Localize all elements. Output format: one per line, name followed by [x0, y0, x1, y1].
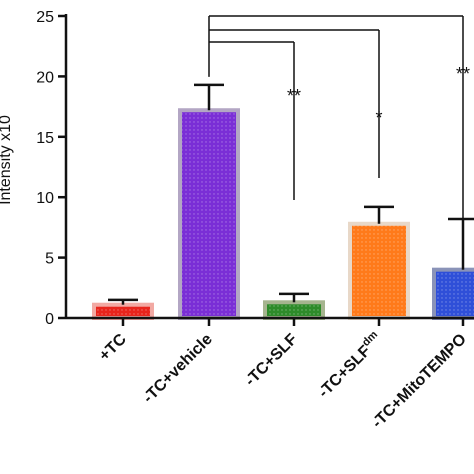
y-axis-label: Intensity x10 [0, 115, 14, 205]
y-tick-label-5: 25 [36, 9, 54, 26]
bar-0 [92, 302, 154, 321]
y-tick-label-4: 20 [36, 69, 54, 86]
bar-1 [178, 108, 240, 320]
category-superscript-3: dm [360, 329, 380, 349]
y-tick-label-1: 5 [45, 251, 54, 268]
y-tick-label-2: 10 [36, 190, 54, 207]
bar-2 [263, 300, 325, 320]
bar-4 [432, 267, 474, 320]
significance-label-0: ** [287, 86, 301, 106]
error-bars [108, 83, 474, 305]
bars [92, 108, 474, 321]
category-label-3: -TC+SLFdm [313, 329, 386, 402]
axes [58, 14, 474, 326]
significance-brackets: ***** [208, 15, 470, 218]
significance-label-1: * [375, 108, 382, 128]
bar-3 [348, 221, 410, 320]
category-label-2: -TC+SLF [242, 331, 301, 390]
y-tick-label-3: 15 [36, 130, 54, 147]
category-label-1: -TC+vehicle [140, 331, 216, 407]
category-label-0: +TC [96, 330, 130, 364]
category-label-4: -TC+MitoTEMPO [369, 331, 470, 432]
y-tick-label-0: 0 [45, 311, 54, 328]
